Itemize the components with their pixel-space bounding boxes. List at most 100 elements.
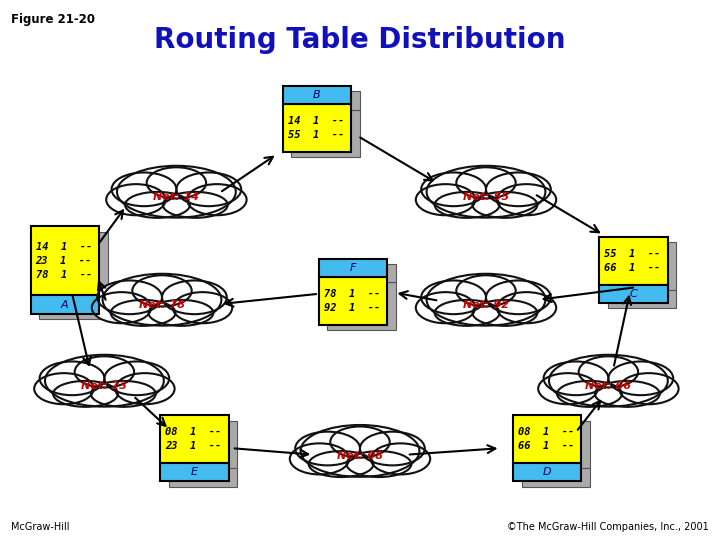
FancyBboxPatch shape <box>319 277 387 325</box>
Ellipse shape <box>148 300 213 326</box>
Ellipse shape <box>456 275 516 306</box>
Ellipse shape <box>132 275 192 306</box>
Ellipse shape <box>34 373 94 404</box>
FancyBboxPatch shape <box>513 415 582 463</box>
FancyBboxPatch shape <box>521 468 590 487</box>
Ellipse shape <box>75 356 134 387</box>
FancyBboxPatch shape <box>283 86 351 104</box>
Ellipse shape <box>456 167 516 198</box>
Ellipse shape <box>619 373 679 404</box>
Text: 78  1  --
92  1  --: 78 1 -- 92 1 -- <box>324 289 380 313</box>
FancyBboxPatch shape <box>39 301 108 319</box>
Ellipse shape <box>497 292 557 323</box>
Text: E: E <box>191 467 198 477</box>
FancyBboxPatch shape <box>30 295 99 314</box>
Ellipse shape <box>104 361 169 395</box>
FancyBboxPatch shape <box>291 91 360 110</box>
Text: D: D <box>543 467 552 477</box>
FancyBboxPatch shape <box>319 259 387 277</box>
Text: McGraw-Hill: McGraw-Hill <box>11 522 69 532</box>
Ellipse shape <box>544 361 608 395</box>
Ellipse shape <box>97 280 162 314</box>
Text: 55  1  --
66  1  --: 55 1 -- 66 1 -- <box>605 249 661 273</box>
Text: Routing Table Distribution: Routing Table Distribution <box>154 26 566 55</box>
Ellipse shape <box>163 192 228 218</box>
Ellipse shape <box>472 192 537 218</box>
FancyBboxPatch shape <box>291 110 360 157</box>
Text: A: A <box>61 300 68 309</box>
Ellipse shape <box>162 280 227 314</box>
Ellipse shape <box>472 300 537 326</box>
Ellipse shape <box>45 355 164 407</box>
Ellipse shape <box>295 431 360 465</box>
Ellipse shape <box>117 166 236 218</box>
Text: Net: 92: Net: 92 <box>463 300 509 310</box>
Ellipse shape <box>330 427 390 457</box>
Ellipse shape <box>579 356 638 387</box>
Ellipse shape <box>557 381 622 407</box>
Ellipse shape <box>176 172 241 206</box>
Ellipse shape <box>435 192 500 218</box>
Ellipse shape <box>486 172 551 206</box>
Ellipse shape <box>173 292 232 323</box>
FancyBboxPatch shape <box>327 282 396 330</box>
FancyBboxPatch shape <box>161 415 229 463</box>
FancyBboxPatch shape <box>513 463 582 481</box>
Ellipse shape <box>125 192 190 218</box>
Ellipse shape <box>92 292 151 323</box>
Ellipse shape <box>111 300 176 326</box>
Ellipse shape <box>538 373 598 404</box>
Ellipse shape <box>426 166 546 218</box>
Ellipse shape <box>187 184 246 215</box>
Ellipse shape <box>53 381 118 407</box>
Ellipse shape <box>91 381 156 407</box>
FancyBboxPatch shape <box>608 290 677 308</box>
FancyBboxPatch shape <box>161 463 229 481</box>
Ellipse shape <box>595 381 660 407</box>
Ellipse shape <box>112 172 176 206</box>
FancyBboxPatch shape <box>521 421 590 468</box>
FancyBboxPatch shape <box>599 237 668 285</box>
FancyBboxPatch shape <box>599 285 668 303</box>
Ellipse shape <box>309 451 374 477</box>
Text: Net: 78: Net: 78 <box>139 300 185 310</box>
Text: B: B <box>313 90 320 100</box>
FancyBboxPatch shape <box>30 226 99 295</box>
Text: 08  1  --
66  1  --: 08 1 -- 66 1 -- <box>518 427 575 451</box>
Ellipse shape <box>40 361 104 395</box>
Ellipse shape <box>435 300 500 326</box>
FancyBboxPatch shape <box>39 232 108 301</box>
Ellipse shape <box>608 361 673 395</box>
Ellipse shape <box>289 443 349 475</box>
Ellipse shape <box>416 184 475 215</box>
Ellipse shape <box>421 280 486 314</box>
Text: C: C <box>630 289 637 299</box>
Ellipse shape <box>346 451 411 477</box>
Ellipse shape <box>421 172 486 206</box>
Ellipse shape <box>102 274 222 326</box>
Ellipse shape <box>486 280 551 314</box>
Ellipse shape <box>115 373 174 404</box>
Text: 08  1  --
23  1  --: 08 1 -- 23 1 -- <box>166 427 222 451</box>
Text: Figure 21-20: Figure 21-20 <box>11 14 95 26</box>
Text: F: F <box>350 263 356 273</box>
FancyBboxPatch shape <box>327 264 396 282</box>
FancyBboxPatch shape <box>169 421 238 468</box>
Ellipse shape <box>426 274 546 326</box>
Text: Net: 55: Net: 55 <box>463 192 509 202</box>
Text: Net: 14: Net: 14 <box>153 192 199 202</box>
Ellipse shape <box>360 431 425 465</box>
Text: Net: 08: Net: 08 <box>337 451 383 461</box>
Ellipse shape <box>301 425 419 477</box>
FancyBboxPatch shape <box>283 104 351 152</box>
Text: Net: 66: Net: 66 <box>585 381 631 391</box>
Text: ©The McGraw-Hill Companies, Inc., 2001: ©The McGraw-Hill Companies, Inc., 2001 <box>508 522 709 532</box>
Ellipse shape <box>416 292 475 323</box>
Text: Net: 23: Net: 23 <box>81 381 127 391</box>
Text: 14  1  --
55  1  --: 14 1 -- 55 1 -- <box>288 116 344 140</box>
Ellipse shape <box>371 443 431 475</box>
FancyBboxPatch shape <box>169 468 238 487</box>
Text: 14  1  --
23  1  --
78  1  --: 14 1 -- 23 1 -- 78 1 -- <box>35 242 92 280</box>
Ellipse shape <box>147 167 206 198</box>
Ellipse shape <box>549 355 668 407</box>
